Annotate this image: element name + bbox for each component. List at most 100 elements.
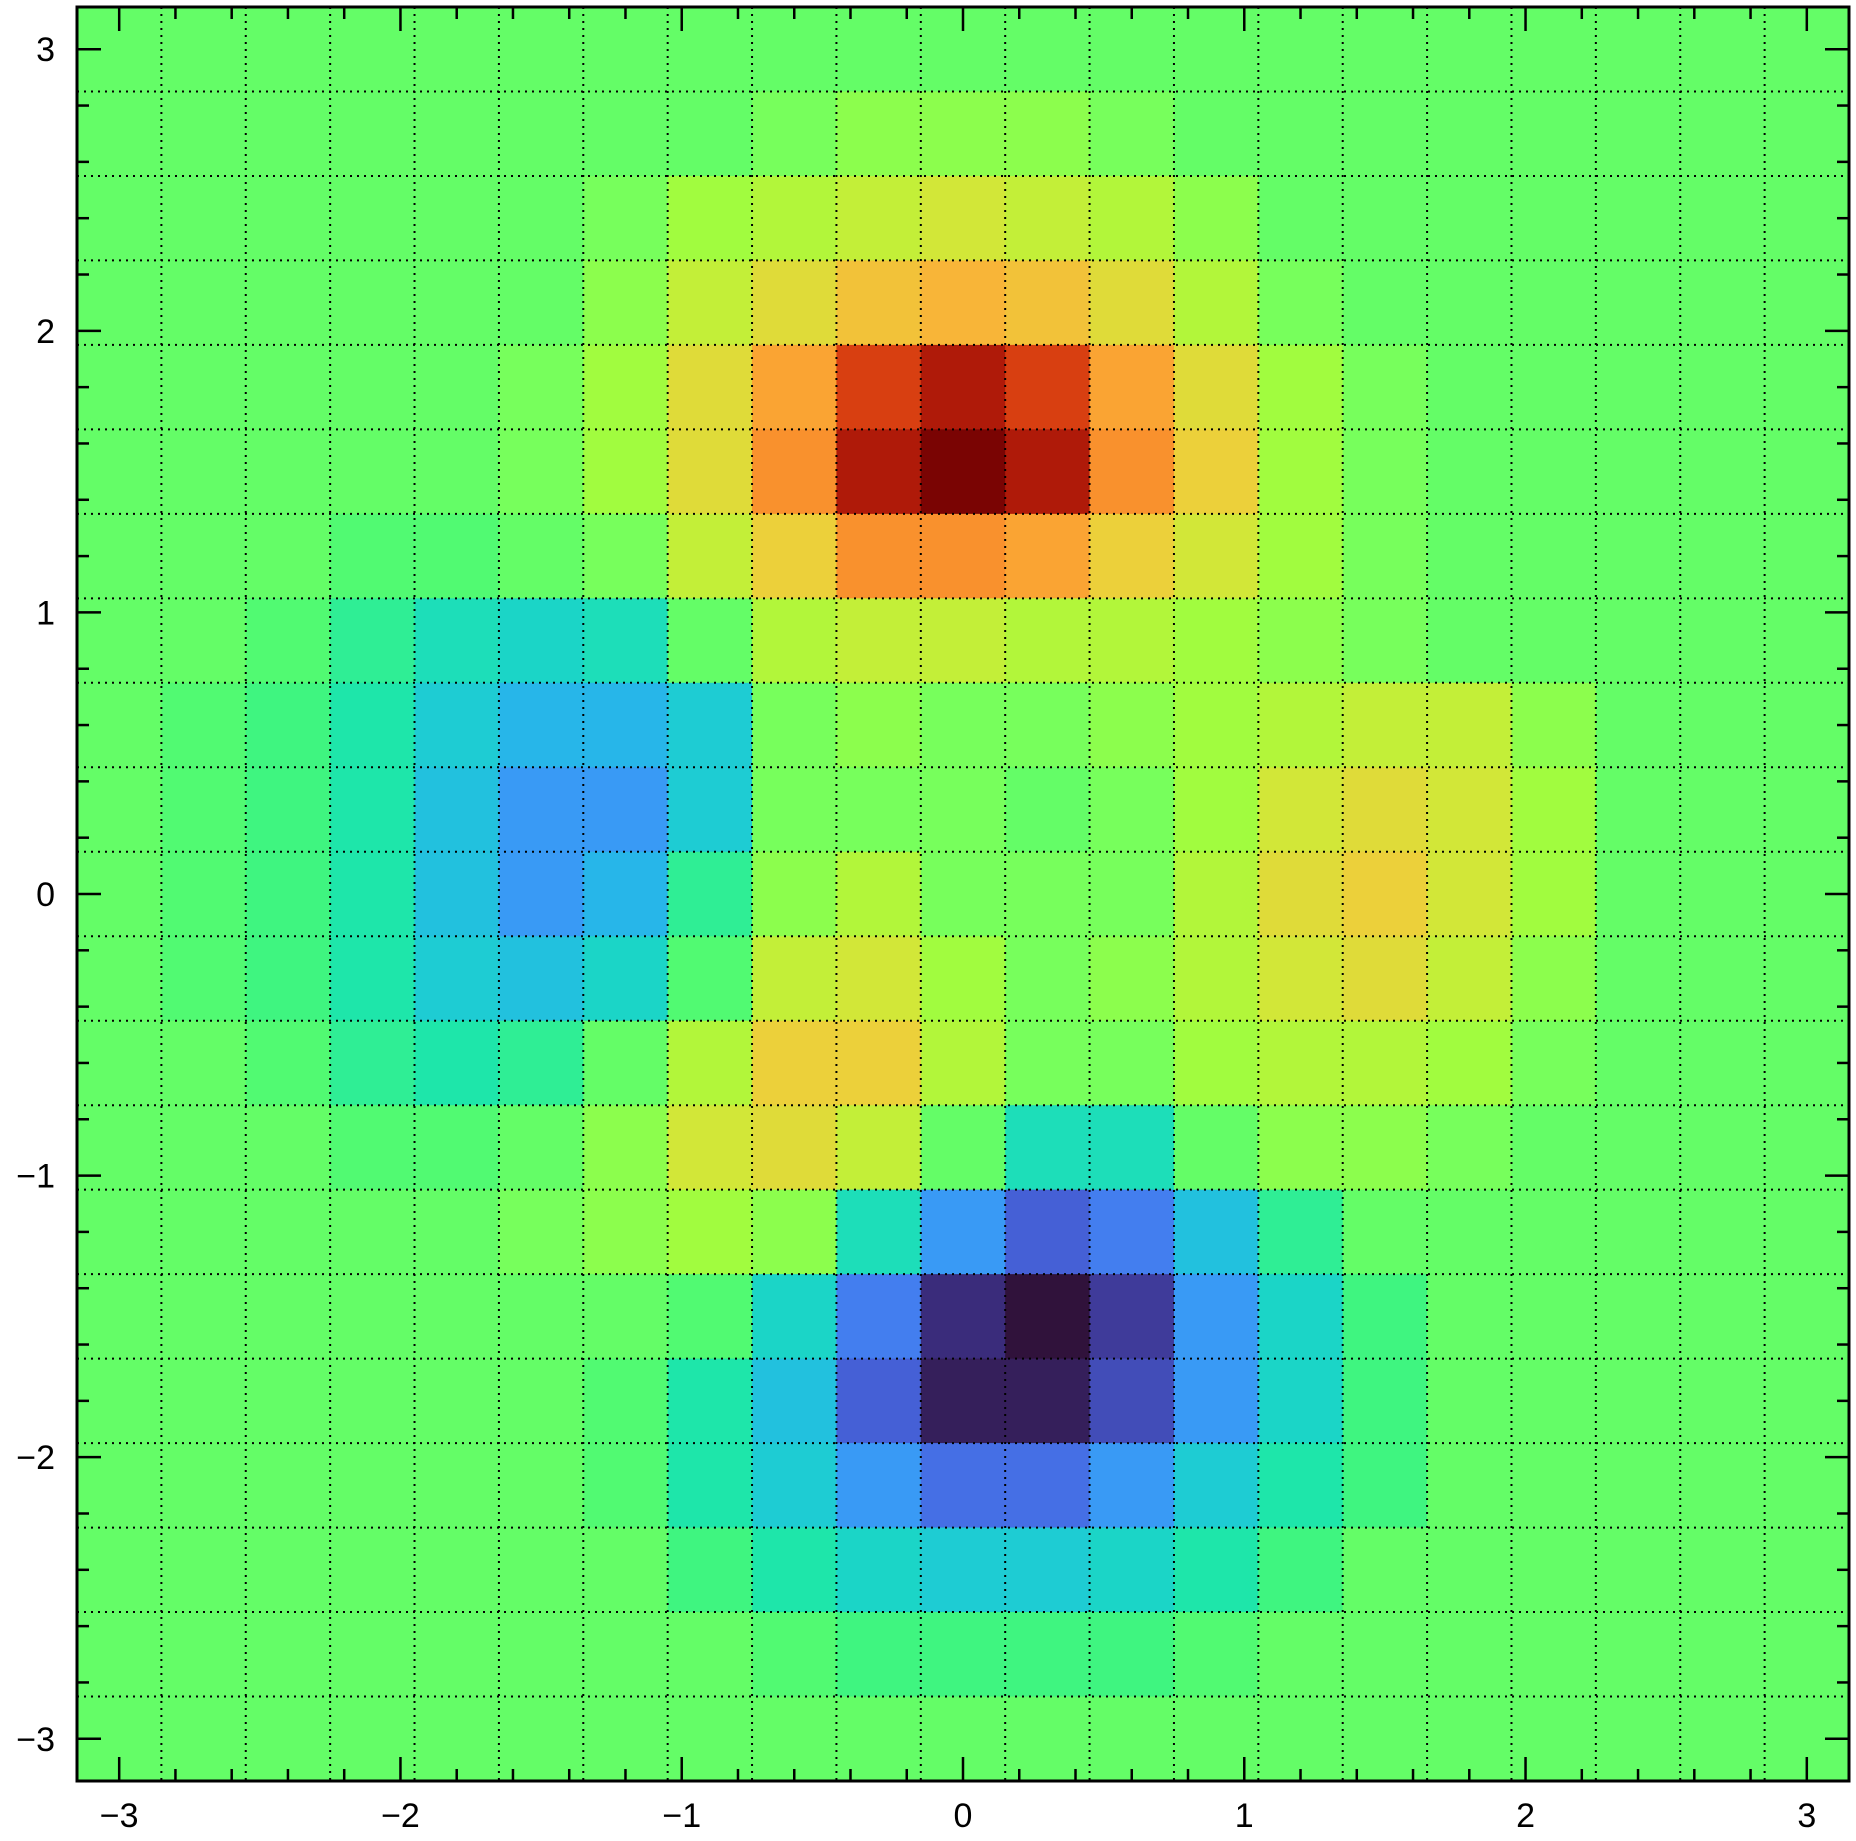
heatmap-cell [1342,1020,1428,1106]
heatmap-cell [1173,91,1259,177]
heatmap-cell [920,260,1006,346]
heatmap-cell [161,513,247,599]
heatmap-cell [498,344,584,430]
heatmap-cell [414,344,500,430]
heatmap-cell [1427,513,1513,599]
heatmap-cell [752,1358,838,1444]
heatmap-cell [1258,7,1344,93]
heatmap-cell [245,91,331,177]
heatmap-cell [1173,1105,1259,1191]
heatmap-cell [77,1105,162,1191]
heatmap-cell [161,1612,247,1698]
heatmap-cell [245,936,331,1022]
heatmap-cell [836,1527,922,1613]
heatmap-cell [1005,1612,1091,1698]
heatmap-cell [330,851,416,937]
heatmap-cell [1173,513,1259,599]
heatmap-cell [920,91,1006,177]
heatmap-cell [1764,598,1850,684]
heatmap-cell [1342,344,1428,430]
heatmap-cell [583,1358,669,1444]
heatmap-cell [1427,175,1513,262]
heatmap-cell [1342,598,1428,684]
heatmap-cell [161,175,247,262]
heatmap-cell [583,682,669,768]
heatmap-cell [1258,1189,1344,1275]
heatmap-cell [667,91,753,177]
x-tick-label: 3 [1797,1797,1816,1835]
heatmap-cell [1595,513,1681,599]
heatmap-cell [1005,1527,1091,1613]
heatmap-cell [1005,598,1091,684]
heatmap-cell [161,344,247,430]
heatmap-cell [498,1358,584,1444]
y-tick-label: 1 [36,594,55,632]
heatmap-cell [836,598,922,684]
heatmap-cell [1089,1443,1175,1529]
heatmap-cell [1258,598,1344,684]
heatmap-cell [1427,1358,1513,1444]
heatmap-cell [414,429,500,515]
heatmap-cell [1511,1274,1597,1360]
heatmap-cell [667,513,753,599]
heatmap-cell [1173,936,1259,1022]
heatmap-cell [1680,1696,1766,1782]
heatmap-cell [1680,7,1766,93]
heatmap-cell [1595,429,1681,515]
heatmap-cell [1680,175,1766,262]
heatmap-cell [583,1105,669,1191]
heatmap-cell [245,260,331,346]
heatmap-cell [414,936,500,1022]
heatmap-cell [1511,1358,1597,1444]
heatmap-cell [1427,1527,1513,1613]
heatmap-cell [667,1105,753,1191]
heatmap-cell [1595,936,1681,1022]
heatmap-cell [245,175,331,262]
heatmap-cell [1764,1020,1850,1106]
heatmap-cell [1680,260,1766,346]
heatmap-cell [330,1527,416,1613]
heatmap-cell [498,1696,584,1782]
heatmap-cell [836,936,922,1022]
heatmap-cell [583,344,669,430]
heatmap-cell [1511,175,1597,262]
heatmap-cell [1173,429,1259,515]
heatmap-cell [583,1020,669,1106]
heatmap-cell [583,1189,669,1275]
heatmap-cell [1511,936,1597,1022]
heatmap-cell [1342,91,1428,177]
heatmap-cell [330,1020,416,1106]
heatmap-cell [752,1189,838,1275]
heatmap-cell [1427,1020,1513,1106]
heatmap-cell [414,1696,500,1782]
heatmap-cell [245,344,331,430]
heatmap-cell [77,1020,162,1106]
heatmap-cell [1595,1105,1681,1191]
heatmap-cell [836,1612,922,1698]
heatmap-cell [836,1274,922,1360]
heatmap-cell [1427,91,1513,177]
heatmap-cell [1680,1105,1766,1191]
heatmap-cell [667,682,753,768]
heatmap-cell [1764,682,1850,768]
heatmap-cell [161,851,247,937]
heatmap-cell [1089,598,1175,684]
heatmap-cell [1005,513,1091,599]
heatmap-cell [1089,851,1175,937]
heatmap-cell [1427,344,1513,430]
heatmap-cell [1595,1189,1681,1275]
heatmap-cell [1511,1443,1597,1529]
heatmap-cell [1258,429,1344,515]
heatmap-cell [414,767,500,853]
heatmap-cell [752,1612,838,1698]
heatmap-cell [752,767,838,853]
heatmap-cell [1005,429,1091,515]
heatmap-cell [836,1189,922,1275]
x-tick-label: 1 [1235,1797,1254,1835]
heatmap-cell [1342,851,1428,937]
heatmap-cell [77,598,162,684]
heatmap-cell [1342,429,1428,515]
heatmap-cell [1258,1020,1344,1106]
heatmap-cell [1511,1612,1597,1698]
heatmap-cell [1173,1696,1259,1782]
